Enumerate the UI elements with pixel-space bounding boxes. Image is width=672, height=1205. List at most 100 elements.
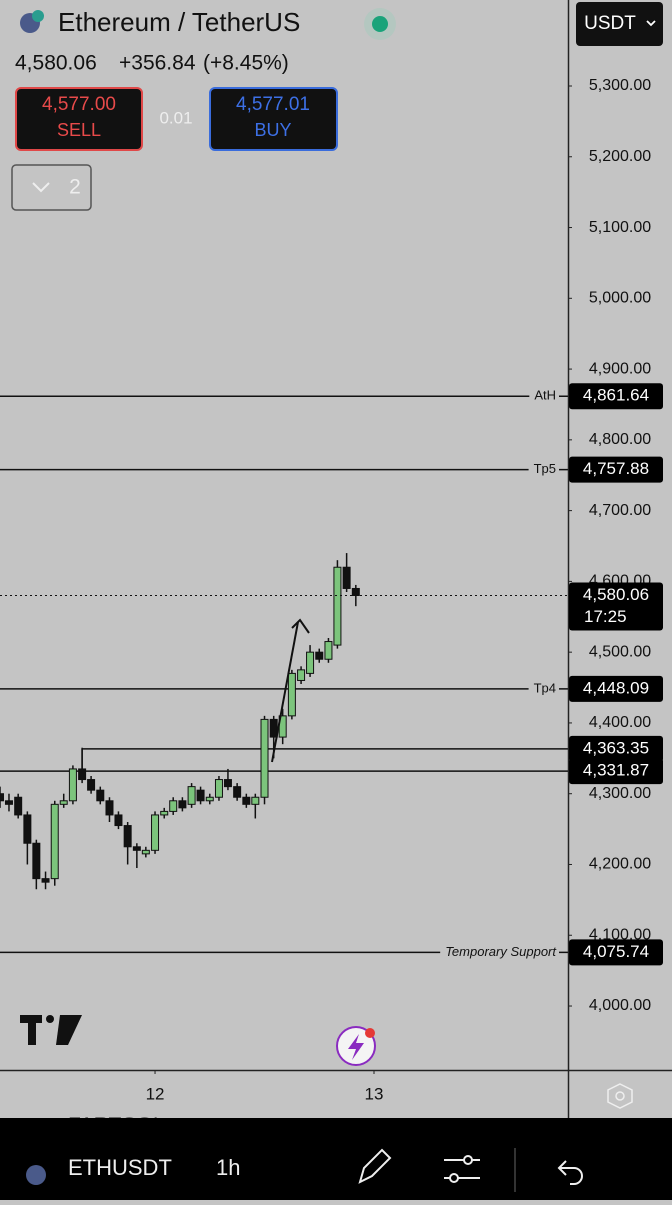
candle-body [315,651,324,660]
bottom-bar [0,1118,672,1200]
y-tick-label: 5,000.00 [589,290,651,307]
sell-price: 4,577.00 [42,94,116,115]
candle-body [333,566,342,646]
level-name: Temporary Support [445,944,557,959]
symbol-title[interactable]: Ethereum / TetherUS [58,7,300,37]
y-tick-label: 4,000.00 [589,997,651,1014]
candle-body [205,796,214,802]
logo-part [28,1015,36,1045]
y-tick-label: 4,700.00 [589,502,651,519]
last-price-label: 4,580.06 [583,585,649,604]
y-tick-label: 4,300.00 [589,785,651,802]
y-tick-label: 5,300.00 [589,77,651,94]
candle-body [342,566,351,589]
candle-body [297,669,306,681]
price-label-box [569,758,663,785]
x-tick-label: 13 [365,1084,384,1103]
candle-body [242,796,251,805]
price-label-box [569,456,663,483]
symbol-icon [26,1165,46,1185]
price-label: 4,075.74 [583,942,649,961]
candle-body [87,779,96,791]
candle-body [123,825,132,848]
candle-body [23,814,32,844]
indicators-tool[interactable] [444,1155,480,1183]
candle-body [160,810,169,816]
y-tick-label: 4,900.00 [589,360,651,377]
candle-body [260,718,269,798]
y-tick-label: 4,500.00 [589,643,651,660]
candle-body [223,779,232,788]
level-name: Tp4 [534,680,556,695]
price-label: 4,363.35 [583,738,649,757]
symbol-icon-badge [32,10,44,22]
x-tick-label: 12 [146,1084,165,1103]
candle-body [306,651,315,674]
candle-body [287,672,296,717]
draw-tool[interactable] [358,1148,392,1184]
indicator-count: 2 [69,176,81,199]
candle-body [141,849,150,855]
candle-body [32,842,41,880]
tv-logo [20,1015,82,1045]
plot: AtH Tp5 Tp4 Temporary Support [0,387,568,962]
indicators-toggle[interactable] [11,164,92,211]
buy-price: 4,577.01 [236,94,310,115]
slider-knob [463,1155,473,1165]
candle-body [324,641,333,660]
countdown: 17:25 [584,607,627,626]
candle-body [233,786,242,798]
candle-body [59,800,68,805]
last-price-box [569,582,663,631]
price-change: +356.84 [119,52,196,75]
level-name-bg [440,943,559,962]
last-price: 4,580.06 [15,52,97,75]
logo-part [46,1015,54,1023]
sell-button[interactable] [15,87,143,151]
candle-body [151,814,160,851]
y-tick-label: 5,100.00 [589,219,651,236]
candle-body [251,796,260,805]
candle-body [214,779,223,798]
bottom-symbol[interactable]: ETHUSDT [68,1155,172,1180]
price-label-box [569,939,663,966]
level-name: Tp5 [534,461,556,476]
slider-knob [449,1173,459,1183]
currency: USDT [584,13,636,34]
candle-body [187,786,196,805]
y-tick-label: 4,200.00 [589,856,651,873]
flash-icon [348,1034,364,1060]
price-label: 4,861.64 [583,386,649,405]
undo-icon[interactable] [557,1160,583,1185]
candle-body [105,800,114,816]
flash-badge [365,1028,375,1038]
interval[interactable]: 1h [216,1155,240,1180]
level-name-bg [529,387,559,406]
y-tick-label: 5,200.00 [589,148,651,165]
candle-body [0,793,4,802]
market-status-dot [372,16,388,32]
buy-label: BUY [254,120,291,140]
buy-button[interactable] [209,87,338,151]
price-label: 4,448.09 [583,678,649,697]
settings-icon[interactable] [607,1083,633,1109]
quantity[interactable]: 0.01 [159,108,192,127]
candle-body [4,800,13,805]
candle-body [269,718,278,738]
candle-body [132,846,141,851]
price-label-box [569,735,663,762]
candle-body [351,587,360,597]
y-tick-label: 4,400.00 [589,714,651,731]
drawn-arrow-head [291,618,310,634]
candle-body [178,800,187,809]
candle-body [14,796,23,816]
level-name: AtH [534,388,556,403]
y-tick-label: 4,800.00 [589,431,651,448]
candle-body [114,814,123,827]
drawn-arrow [271,621,299,763]
currency-chevron [646,20,656,27]
pencil-icon [358,1148,392,1184]
currency-selector[interactable] [576,2,663,46]
